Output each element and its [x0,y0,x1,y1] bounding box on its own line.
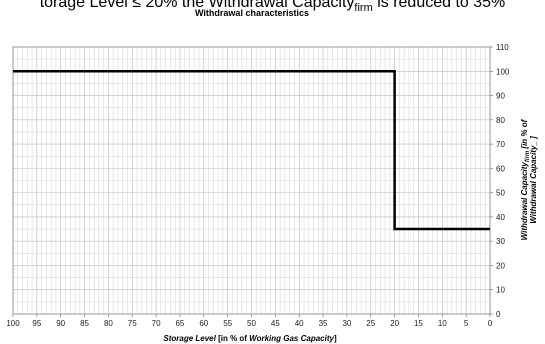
x-tick-label: 80 [104,319,113,328]
y-tick-label: 80 [496,116,505,125]
y-axis-label-end: [in % of [520,118,529,150]
x-tick-label: 60 [199,319,208,328]
x-tick-label: 95 [32,319,41,328]
y-tick-label: 30 [496,237,505,246]
y-tick-label: 70 [496,140,505,149]
x-tick-label: 85 [80,319,89,328]
x-tick-label: 70 [152,319,161,328]
x-tick-label: 45 [271,319,280,328]
svg-text:Withdrawal Capacityfirm [in %: Withdrawal Capacityfirm [in % of [520,118,531,240]
caption-text: torage Level ≤ 20% the Withdrawal Capaci… [39,0,355,11]
x-tick-label: 35 [319,319,328,328]
x-tick-label: 65 [175,319,184,328]
chart-title: Withdrawal characteristics [195,8,309,18]
x-tick-label: 30 [342,319,351,328]
x-tick-label: 10 [438,319,447,328]
x-tick-label: 15 [414,319,423,328]
y-axis-label-main: Withdrawal Capacity [520,162,529,241]
caption-subscript: firm [354,2,373,15]
chart-caption: torage Level ≤ 20% the Withdrawal Capaci… [0,0,545,14]
x-axis-label-main: Storage Level [163,334,216,343]
x-tick-label: 55 [223,319,232,328]
x-tick-label: 40 [295,319,304,328]
x-tick-label: 5 [464,319,469,328]
x-tick-label: 25 [366,319,375,328]
y-tick-label: 20 [496,261,505,270]
x-axis-label-end: ] [334,334,337,343]
x-tick-label: 50 [247,319,256,328]
y-tick-label: 90 [496,92,505,101]
y-tick-label: 0 [496,310,501,319]
x-tick-label: 20 [390,319,399,328]
x-axis-ticks: 100 95 90 85 80 75 70 65 60 55 50 45 40 35 30 25 20 15 10 5… [6,314,493,328]
y-tick-label: 110 [496,43,509,52]
y-tick-label: 40 [496,213,505,222]
x-tick-label: 0 [488,319,493,328]
x-tick-label: 75 [128,319,137,328]
y-axis-label-line2: Withdrawal Capacity_ ] [529,136,538,224]
y-axis-label: Withdrawal Capacityfirm [in % of Withdra… [520,118,538,240]
caption-text-end: is reduced to 35% [372,0,506,11]
y-axis-ticks: 0 10 20 30 40 50 60 70 80 90 100 110 [490,43,510,319]
series-line [13,70,490,231]
x-axis-label-mid: [in % of [216,334,249,343]
y-tick-label: 10 [496,286,505,295]
x-axis-label: Storage Level [in % of Working Gas Capac… [163,334,337,343]
y-tick-label: 100 [496,67,510,76]
y-tick-label: 50 [496,189,505,198]
x-tick-label: 100 [6,319,20,328]
y-tick-label: 60 [496,164,505,173]
grid-lines [12,46,491,315]
y-axis-label-sub: firm [525,150,531,162]
x-tick-label: 90 [56,319,65,328]
x-axis-label-em: Working Gas Capacity [249,334,334,343]
